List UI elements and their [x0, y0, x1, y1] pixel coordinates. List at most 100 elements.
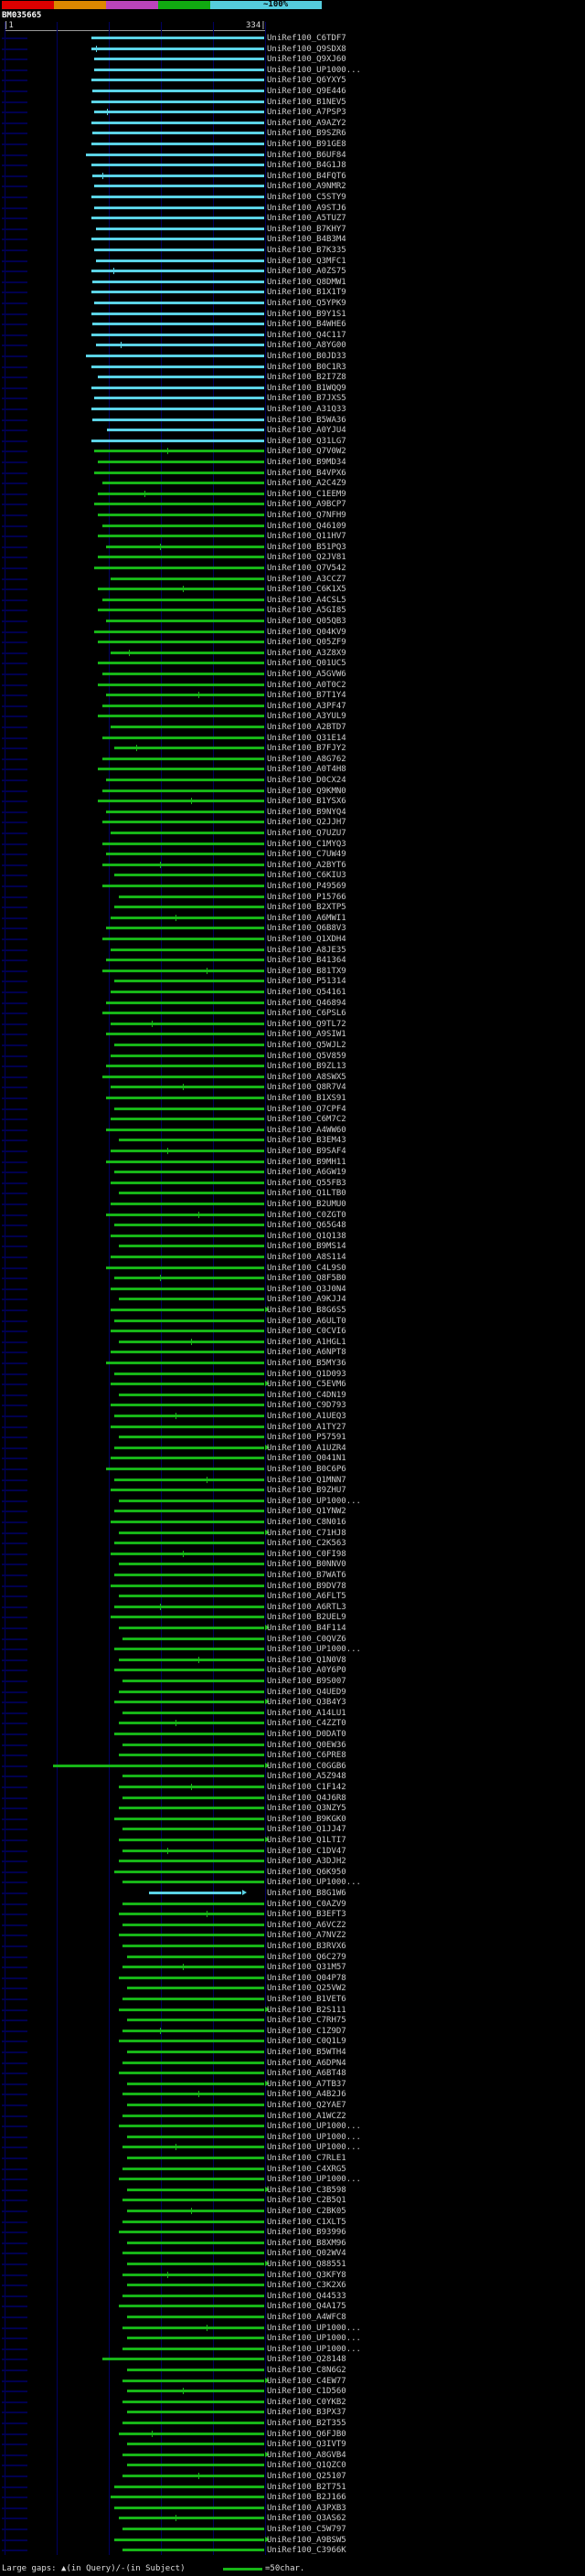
hit-bar[interactable]	[101, 673, 265, 675]
hit-label[interactable]: UniRef100_P51314	[267, 977, 346, 987]
hit-bar[interactable]	[97, 514, 265, 516]
hit-label[interactable]: UniRef100_B1X1T9	[267, 288, 346, 298]
hit-label[interactable]: UniRef100_B2J166	[267, 2493, 346, 2503]
hit-label[interactable]: UniRef100_C1XLT5	[267, 2217, 346, 2227]
hit-bar[interactable]	[122, 1775, 265, 1778]
hit-bar[interactable]	[118, 1139, 265, 1142]
hit-bar[interactable]	[92, 174, 265, 177]
hit-bar[interactable]	[114, 1107, 265, 1110]
hit-label[interactable]: UniRef100_A3YUL9	[267, 712, 346, 722]
hit-label[interactable]: UniRef100_Q28148	[267, 2355, 346, 2365]
hit-bar[interactable]	[118, 1298, 265, 1301]
hit-bar[interactable]	[105, 927, 265, 930]
hit-label[interactable]: UniRef100_B9S007	[267, 1677, 346, 1686]
hit-bar[interactable]	[111, 1287, 265, 1290]
hit-label[interactable]: UniRef100_A5GI85	[267, 606, 346, 616]
hit-bar[interactable]	[90, 333, 265, 336]
hit-bar[interactable]	[94, 567, 265, 569]
hit-bar[interactable]	[90, 196, 265, 198]
hit-bar[interactable]	[101, 938, 265, 940]
hit-label[interactable]: UniRef100_A6RTL3	[267, 1602, 346, 1612]
hit-label[interactable]: UniRef100_UP1000...	[267, 2334, 361, 2344]
hit-label[interactable]: UniRef100_A5GVW6	[267, 670, 346, 679]
hit-bar[interactable]	[106, 429, 265, 432]
hit-bar[interactable]	[122, 2252, 265, 2255]
hit-label[interactable]: UniRef100_Q5YPK9	[267, 299, 346, 308]
hit-bar[interactable]	[97, 492, 265, 495]
hit-label[interactable]: UniRef100_B1NEV5	[267, 97, 346, 107]
hit-label[interactable]: UniRef100_Q11HV7	[267, 532, 346, 542]
hit-bar[interactable]	[111, 1181, 265, 1184]
hit-label[interactable]: UniRef100_C3966K	[267, 2546, 346, 2556]
hit-bar[interactable]	[95, 227, 265, 230]
hit-label[interactable]: UniRef100_B9MD34	[267, 458, 346, 467]
hit-bar[interactable]	[118, 1934, 265, 1937]
hit-bar[interactable]	[111, 1234, 265, 1237]
hit-bar[interactable]	[111, 1086, 265, 1089]
hit-bar[interactable]	[118, 1192, 265, 1195]
hit-label[interactable]: UniRef100_B4WHE6	[267, 320, 346, 330]
hit-label[interactable]: UniRef100_Q01UC5	[267, 659, 346, 669]
hit-bar[interactable]	[114, 2538, 265, 2541]
hit-label[interactable]: UniRef100_B0C1R3	[267, 362, 346, 372]
hit-label[interactable]: UniRef100_C4EW77	[267, 2376, 346, 2386]
hit-bar[interactable]	[101, 736, 265, 739]
hit-label[interactable]: UniRef100_Q041N1	[267, 1454, 346, 1464]
hit-label[interactable]: UniRef100_B2XTP5	[267, 903, 346, 913]
hit-label[interactable]: UniRef100_UP1000...	[267, 1645, 361, 1655]
hit-label[interactable]: UniRef100_B51PQ3	[267, 542, 346, 552]
hit-label[interactable]: UniRef100_A6ULT0	[267, 1316, 346, 1326]
hit-label[interactable]: UniRef100_A9NMR2	[267, 182, 346, 192]
hit-bar[interactable]	[97, 715, 265, 718]
hit-label[interactable]: UniRef100_B3EFT3	[267, 1910, 346, 1920]
hit-label[interactable]: UniRef100_A8SWX5	[267, 1072, 346, 1082]
hit-bar[interactable]	[122, 1998, 265, 2000]
hit-bar[interactable]	[118, 2305, 265, 2308]
hit-label[interactable]: UniRef100_A0YJU4	[267, 426, 346, 436]
hit-bar[interactable]	[122, 1902, 265, 1905]
hit-bar[interactable]	[122, 2146, 265, 2149]
hit-bar[interactable]	[114, 1605, 265, 1608]
hit-label[interactable]: UniRef100_Q1LTI7	[267, 1836, 346, 1845]
hit-bar[interactable]	[126, 2188, 265, 2191]
hit-label[interactable]: UniRef100_B2UEL9	[267, 1613, 346, 1623]
hit-label[interactable]: UniRef100_Q55FB3	[267, 1178, 346, 1188]
hit-label[interactable]: UniRef100_Q6YXY5	[267, 76, 346, 86]
hit-bar[interactable]	[126, 2464, 265, 2467]
hit-bar[interactable]	[111, 1521, 265, 1523]
hit-label[interactable]: UniRef100_A5Z948	[267, 1772, 346, 1782]
hit-bar[interactable]	[122, 2167, 265, 2170]
hit-bar[interactable]	[101, 598, 265, 601]
hit-label[interactable]: UniRef100_B81TX9	[267, 966, 346, 976]
hit-bar[interactable]	[114, 1542, 265, 1545]
hit-label[interactable]: UniRef100_A6NPT8	[267, 1348, 346, 1358]
hit-label[interactable]: UniRef100_D0CX24	[267, 776, 346, 785]
hit-label[interactable]: UniRef100_Q1QZC0	[267, 2461, 346, 2471]
hit-bar[interactable]	[90, 238, 265, 241]
hit-bar[interactable]	[126, 2337, 265, 2340]
hit-label[interactable]: UniRef100_Q4C117	[267, 330, 346, 340]
hit-bar[interactable]	[90, 365, 265, 368]
hit-label[interactable]: UniRef100_B9MS14	[267, 1242, 346, 1252]
hit-bar[interactable]	[118, 1595, 265, 1598]
hit-label[interactable]: UniRef100_B8XM96	[267, 2238, 346, 2248]
hit-bar[interactable]	[122, 1881, 265, 1884]
hit-label[interactable]: UniRef100_A3PXB3	[267, 2503, 346, 2513]
hit-bar[interactable]	[101, 969, 265, 972]
hit-label[interactable]: UniRef100_Q7UZU7	[267, 829, 346, 838]
hit-bar[interactable]	[122, 2093, 265, 2096]
hit-bar[interactable]	[94, 397, 265, 400]
hit-bar[interactable]	[85, 355, 265, 357]
hit-bar[interactable]	[97, 768, 265, 771]
hit-bar[interactable]	[122, 2453, 265, 2456]
hit-label[interactable]: UniRef100_Q3IVT9	[267, 2440, 346, 2450]
hit-label[interactable]: UniRef100_Q31M57	[267, 1963, 346, 1973]
hit-label[interactable]: UniRef100_C6PSL6	[267, 1009, 346, 1019]
hit-label[interactable]: UniRef100_B2T355	[267, 2419, 346, 2428]
hit-label[interactable]: UniRef100_A4B2J6	[267, 2090, 346, 2100]
hit-label[interactable]: UniRef100_C5STY9	[267, 193, 346, 202]
hit-label[interactable]: UniRef100_Q31E14	[267, 733, 346, 743]
hit-label[interactable]: UniRef100_C5EVM6	[267, 1380, 346, 1390]
hit-bar[interactable]	[90, 386, 265, 389]
hit-label[interactable]: UniRef100_B2T751	[267, 2482, 346, 2492]
